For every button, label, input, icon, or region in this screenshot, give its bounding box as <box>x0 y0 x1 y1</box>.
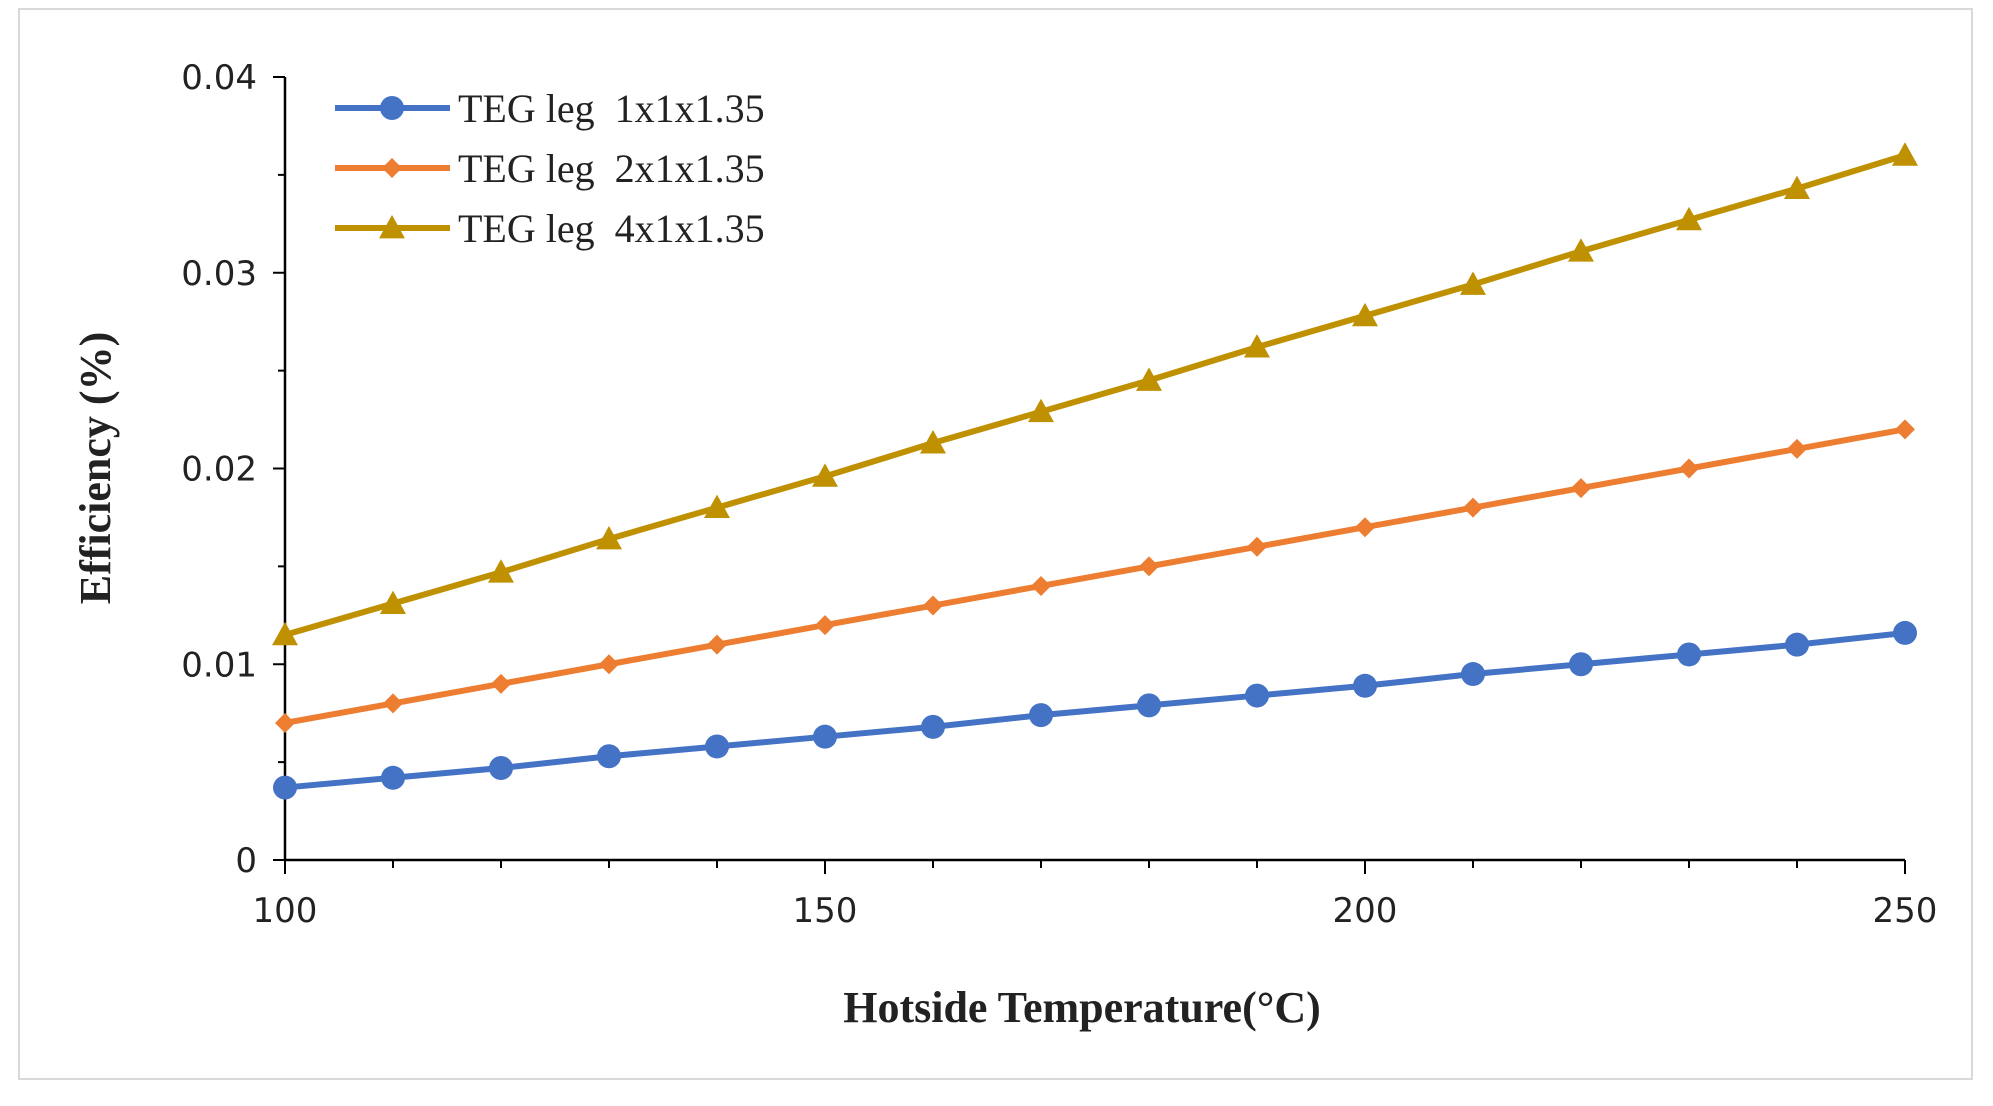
data-point <box>1677 642 1701 667</box>
legend-label: TEG leg 1x1x1.35 <box>458 86 765 131</box>
series-line <box>284 629 1906 791</box>
data-point <box>380 590 406 614</box>
y-tick-label: 0.03 <box>181 254 257 294</box>
data-point <box>599 654 619 675</box>
y-tick-label: 0.01 <box>181 645 257 685</box>
data-point <box>1355 517 1375 538</box>
data-point <box>704 494 730 519</box>
data-point <box>1571 478 1591 499</box>
data-point <box>1895 419 1915 440</box>
data-point <box>1676 206 1702 231</box>
data-point <box>1247 536 1267 557</box>
data-point <box>488 559 514 583</box>
series-1 <box>273 620 1917 800</box>
data-point <box>1029 703 1053 728</box>
x-tick-label: 100 <box>253 891 318 931</box>
chart-frame <box>18 8 1973 1080</box>
series-line <box>284 152 1906 638</box>
series-3 <box>272 142 1918 646</box>
legend-item: TEG leg 2x1x1.35 <box>335 146 765 191</box>
axis-ticks: 0 0.01 0.02 0.03 0.04 100 150 200 250 <box>181 58 1937 931</box>
legend-label: TEG leg 2x1x1.35 <box>458 146 765 191</box>
data-point <box>1892 142 1918 166</box>
data-point <box>813 724 837 749</box>
legend-swatch-marker <box>382 158 402 178</box>
data-point <box>1787 438 1807 459</box>
data-point <box>1784 175 1810 199</box>
data-point <box>1245 683 1269 708</box>
series-2 <box>275 419 1915 733</box>
data-point <box>489 755 513 780</box>
x-tick-label: 200 <box>1333 891 1398 931</box>
y-axis-title: Efficiency (%) <box>71 332 120 604</box>
x-tick-label: 250 <box>1873 891 1938 931</box>
data-point <box>1568 238 1594 262</box>
data-point <box>1244 334 1270 358</box>
series-lines <box>272 142 1918 800</box>
y-tick-label: 0.04 <box>181 58 257 98</box>
data-point <box>920 430 946 454</box>
data-point <box>383 693 403 714</box>
data-point <box>491 673 511 694</box>
data-point <box>1028 398 1054 423</box>
data-point <box>381 765 405 790</box>
data-point <box>1031 575 1051 596</box>
data-point <box>812 463 838 487</box>
data-point <box>705 734 729 759</box>
data-point <box>1461 662 1485 687</box>
x-axis-title: Hotside Temperature(°C) <box>843 983 1321 1032</box>
data-point <box>273 775 297 800</box>
axes <box>283 77 1905 862</box>
data-point <box>1893 620 1917 645</box>
x-tick-label: 150 <box>793 891 858 931</box>
series-line <box>284 426 1906 726</box>
data-point <box>1463 497 1483 518</box>
data-point <box>596 525 622 550</box>
data-point <box>1353 673 1377 698</box>
y-tick-label: 0.02 <box>181 450 257 490</box>
data-point <box>1785 632 1809 657</box>
data-point <box>1569 652 1593 677</box>
data-point <box>597 744 621 769</box>
legend-swatch-marker <box>379 215 405 239</box>
data-point <box>1460 271 1486 295</box>
data-point <box>923 595 943 616</box>
legend: TEG leg 1x1x1.35 TEG leg 2x1x1.35 TEG leg … <box>335 86 765 251</box>
data-point <box>707 634 727 655</box>
data-point <box>815 615 835 636</box>
data-point <box>1137 693 1161 718</box>
data-point <box>1679 458 1699 479</box>
legend-item: TEG leg 4x1x1.35 <box>335 206 765 251</box>
data-point <box>1139 556 1159 577</box>
data-point <box>1352 302 1378 327</box>
data-point <box>275 712 295 733</box>
y-tick-label: 0 <box>235 841 257 881</box>
data-point <box>1136 367 1162 391</box>
data-point <box>272 621 298 646</box>
legend-label: TEG leg 4x1x1.35 <box>458 206 765 251</box>
data-point <box>921 714 945 739</box>
legend-swatch-marker <box>380 96 404 120</box>
legend-item: TEG leg 1x1x1.35 <box>335 86 765 131</box>
